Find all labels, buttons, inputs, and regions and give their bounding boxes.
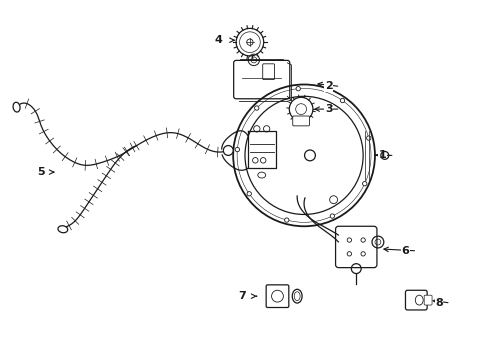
Ellipse shape bbox=[58, 226, 68, 233]
Text: 4: 4 bbox=[214, 35, 222, 45]
Text: 3: 3 bbox=[324, 104, 332, 114]
Text: 6: 6 bbox=[401, 246, 408, 256]
Circle shape bbox=[235, 147, 239, 152]
Text: 1: 1 bbox=[378, 150, 386, 161]
Circle shape bbox=[362, 181, 366, 186]
Text: 8: 8 bbox=[434, 298, 442, 308]
Text: 7: 7 bbox=[238, 291, 245, 301]
FancyBboxPatch shape bbox=[423, 295, 431, 305]
Circle shape bbox=[340, 98, 344, 103]
Text: 2: 2 bbox=[324, 81, 332, 91]
Circle shape bbox=[295, 86, 300, 91]
Circle shape bbox=[246, 192, 251, 196]
Circle shape bbox=[254, 106, 258, 110]
Circle shape bbox=[223, 145, 233, 156]
FancyBboxPatch shape bbox=[292, 116, 309, 126]
Circle shape bbox=[366, 136, 370, 140]
Circle shape bbox=[329, 214, 334, 218]
Text: 5: 5 bbox=[37, 167, 45, 177]
Circle shape bbox=[284, 218, 288, 222]
Ellipse shape bbox=[292, 289, 302, 303]
Ellipse shape bbox=[13, 102, 20, 112]
